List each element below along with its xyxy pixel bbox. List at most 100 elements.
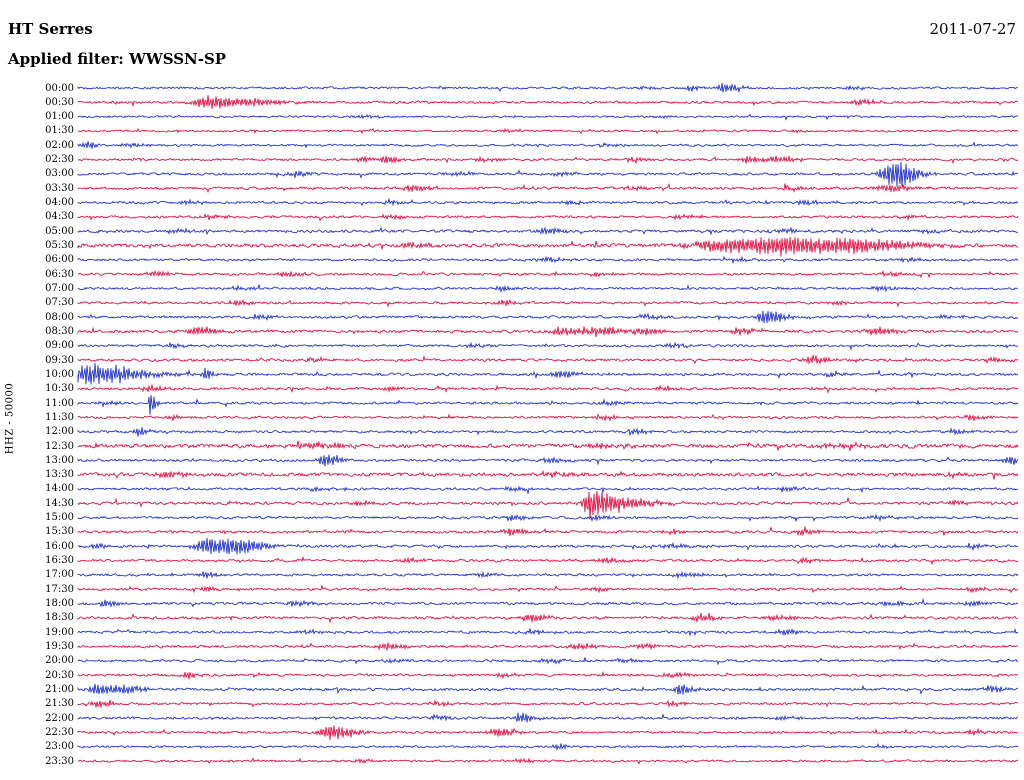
time-label: 17:30 — [45, 583, 74, 595]
trace-row-11:30 — [77, 413, 1019, 422]
trace-row-19:30 — [77, 642, 1019, 652]
time-label: 16:00 — [45, 540, 74, 552]
time-label: 13:00 — [45, 454, 74, 466]
time-label: 21:30 — [45, 698, 74, 710]
time-label: 22:30 — [45, 726, 74, 738]
time-label: 00:00 — [45, 82, 74, 94]
trace-row-17:00 — [77, 570, 1019, 580]
time-label: 07:00 — [45, 282, 74, 294]
trace-row-18:30 — [77, 612, 1019, 624]
time-label: 10:30 — [45, 383, 74, 395]
time-label: 11:00 — [45, 397, 74, 409]
trace-row-08:30 — [77, 326, 1019, 338]
trace-row-09:00 — [77, 341, 1019, 352]
trace-row-14:30 — [77, 491, 1019, 520]
time-label: 08:30 — [45, 325, 74, 337]
time-label: 03:30 — [45, 182, 74, 194]
time-label: 02:30 — [45, 154, 74, 166]
time-label: 04:30 — [45, 211, 74, 223]
time-label: 10:00 — [45, 368, 74, 380]
trace-row-04:00 — [77, 197, 1019, 207]
time-label: 00:30 — [45, 96, 74, 108]
station-name: HT Serres — [8, 20, 93, 38]
time-label: 11:30 — [45, 411, 74, 423]
time-label: 22:00 — [45, 712, 74, 724]
trace-row-14:00 — [77, 485, 1019, 494]
time-label: 06:30 — [45, 268, 74, 280]
time-label: 15:00 — [45, 512, 74, 524]
trace-row-07:30 — [77, 298, 1019, 308]
trace-row-22:00 — [77, 712, 1019, 723]
trace-row-05:30 — [77, 237, 1019, 257]
trace-row-20:30 — [77, 670, 1019, 680]
time-label: 23:00 — [45, 741, 74, 753]
trace-row-02:00 — [77, 141, 1019, 149]
trace-row-01:00 — [77, 113, 1019, 121]
time-label: 03:00 — [45, 168, 74, 180]
trace-row-08:00 — [77, 310, 1019, 324]
time-label: 20:30 — [45, 669, 74, 681]
time-label: 20:00 — [45, 655, 74, 667]
time-label: 13:30 — [45, 469, 74, 481]
time-label: 19:30 — [45, 640, 74, 652]
time-label: 12:00 — [45, 426, 74, 438]
trace-row-21:30 — [77, 699, 1019, 709]
time-label: 08:00 — [45, 311, 74, 323]
time-label: 04:00 — [45, 197, 74, 209]
time-label: 02:00 — [45, 139, 74, 151]
time-label: 01:00 — [45, 111, 74, 123]
time-label: 05:00 — [45, 225, 74, 237]
trace-row-21:00 — [77, 683, 1019, 695]
trace-row-11:00 — [77, 395, 1019, 415]
time-label: 07:30 — [45, 297, 74, 309]
trace-row-06:00 — [77, 255, 1019, 265]
trace-row-15:00 — [77, 513, 1019, 523]
trace-row-10:30 — [77, 384, 1019, 394]
trace-row-23:30 — [77, 757, 1019, 765]
time-label: 23:30 — [45, 755, 74, 767]
time-label: 18:00 — [45, 598, 74, 610]
time-label: 05:30 — [45, 240, 74, 252]
trace-row-22:30 — [77, 725, 1019, 741]
time-label: 21:00 — [45, 683, 74, 695]
time-label: 17:00 — [45, 569, 74, 581]
time-label: 15:30 — [45, 526, 74, 538]
trace-row-12:30 — [77, 440, 1019, 452]
trace-row-19:00 — [77, 627, 1019, 637]
trace-row-05:00 — [77, 226, 1019, 236]
trace-row-13:00 — [77, 454, 1019, 467]
time-label: 06:00 — [45, 254, 74, 266]
time-label: 14:00 — [45, 483, 74, 495]
plot-date: 2011-07-27 — [929, 20, 1016, 38]
trace-row-03:30 — [77, 182, 1019, 193]
time-label: 19:00 — [45, 626, 74, 638]
trace-row-23:00 — [77, 742, 1019, 752]
trace-row-17:30 — [77, 585, 1019, 594]
time-label: 14:30 — [45, 497, 74, 509]
time-label: 16:30 — [45, 555, 74, 567]
time-label: 09:30 — [45, 354, 74, 366]
trace-row-06:30 — [77, 269, 1019, 279]
trace-row-00:00 — [77, 82, 1019, 94]
filter-label: Applied filter: WWSSN-SP — [8, 50, 227, 68]
time-label: 12:30 — [45, 440, 74, 452]
trace-row-16:00 — [77, 537, 1019, 555]
trace-row-00:30 — [77, 95, 1019, 110]
trace-row-12:00 — [77, 427, 1019, 437]
trace-row-09:30 — [77, 354, 1019, 365]
time-label: 09:00 — [45, 340, 74, 352]
trace-row-10:00 — [77, 363, 1019, 385]
trace-row-16:30 — [77, 555, 1019, 566]
trace-row-15:30 — [77, 526, 1019, 537]
trace-row-02:30 — [77, 155, 1019, 165]
trace-row-03:00 — [77, 161, 1018, 187]
time-label: 01:30 — [45, 125, 74, 137]
trace-row-01:30 — [77, 127, 1019, 135]
trace-row-18:00 — [77, 597, 1019, 608]
trace-row-20:00 — [77, 657, 1019, 666]
trace-row-13:30 — [77, 469, 1019, 480]
trace-row-07:00 — [77, 284, 1019, 293]
trace-row-04:30 — [77, 213, 1019, 222]
